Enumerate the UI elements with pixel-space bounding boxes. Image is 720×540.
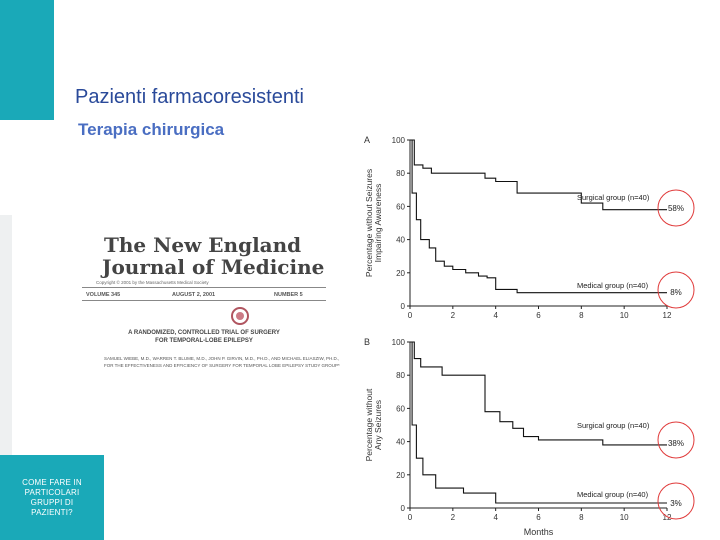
y-axis-label-line-2: Impairing Awareness xyxy=(373,184,383,263)
x-tick-label: 2 xyxy=(451,513,456,522)
y-axis-label-line-1: Percentage without xyxy=(364,388,374,461)
series-line xyxy=(410,341,667,504)
x-tick-label: 4 xyxy=(493,311,498,320)
series-end-label: 38% xyxy=(668,439,684,448)
series-end-label: 58% xyxy=(668,204,684,213)
slide-title: Pazienti farmacoresistenti xyxy=(75,86,304,108)
series-name-label: Medical group (n=40) xyxy=(577,281,649,290)
issue-date: AUGUST 2, 2001 xyxy=(172,292,216,298)
series-line xyxy=(410,139,667,211)
y-tick-label: 0 xyxy=(401,302,406,311)
journal-masthead: The New England Journal of Medicine xyxy=(102,234,342,278)
y-tick-label: 60 xyxy=(396,404,405,413)
highlight-circle-icon xyxy=(657,421,695,459)
series-end-label: 3% xyxy=(670,499,682,508)
issue-number: NUMBER 5 xyxy=(274,292,303,298)
y-tick-label: 60 xyxy=(396,202,405,211)
y-tick-label: 40 xyxy=(396,438,405,447)
x-tick-label: 10 xyxy=(620,311,629,320)
highlight-circle-icon xyxy=(657,189,695,227)
x-axis-label: Months xyxy=(524,527,554,537)
x-tick-label: 2 xyxy=(451,311,456,320)
x-tick-label: 6 xyxy=(536,513,541,522)
x-tick-label: 6 xyxy=(536,311,541,320)
article-headline-1: A RANDOMIZED, CONTROLLED TRIAL OF SURGER… xyxy=(128,330,280,336)
article-authors-1: SAMUEL WIEBE, M.D., WARREN T. BLUME, M.D… xyxy=(104,356,340,361)
x-tick-label: 12 xyxy=(663,311,672,320)
y-axis-label-line-2: Any Seizures xyxy=(373,400,383,450)
panel-label: A xyxy=(364,135,370,145)
highlight-circle-icon xyxy=(657,482,695,520)
x-tick-label: 8 xyxy=(579,311,584,320)
article-header: The New England Journal of Medicine Copy… xyxy=(82,228,340,373)
side-strip xyxy=(0,215,12,455)
masthead-line-1: The New England xyxy=(104,233,302,257)
article-headline-2: FOR TEMPORAL-LOBE EPILEPSY xyxy=(155,338,253,344)
x-tick-label: 0 xyxy=(408,311,413,320)
y-tick-label: 80 xyxy=(396,169,405,178)
y-axis-label-line-1: Percentage without Seizures xyxy=(364,169,374,277)
y-tick-label: 20 xyxy=(396,269,405,278)
accent-bar xyxy=(0,0,54,120)
series-name-label: Medical group (n=40) xyxy=(577,490,649,499)
side-note: COME FARE IN PARTICOLARI GRUPPI DI PAZIE… xyxy=(14,468,90,528)
copyright: Copyright © 2001 by the Massachusetts Me… xyxy=(96,280,209,285)
series-name-label: Surgical group (n=40) xyxy=(577,193,650,202)
series-line xyxy=(410,341,667,446)
y-tick-label: 40 xyxy=(396,236,405,245)
rule-top xyxy=(82,287,326,288)
y-tick-label: 80 xyxy=(396,371,405,380)
series-name-label: Surgical group (n=40) xyxy=(577,421,650,430)
x-tick-label: 12 xyxy=(663,513,672,522)
series-line xyxy=(410,139,667,294)
y-tick-label: 0 xyxy=(401,504,406,513)
society-seal-icon xyxy=(231,307,249,325)
volume: VOLUME 345 xyxy=(86,292,121,298)
slide-subtitle: Terapia chirurgica xyxy=(78,120,225,139)
y-tick-label: 20 xyxy=(396,471,405,480)
x-tick-label: 10 xyxy=(620,513,629,522)
highlight-circle-icon xyxy=(657,271,695,309)
y-tick-label: 100 xyxy=(392,338,406,347)
rule-bottom xyxy=(82,300,326,301)
series-end-label: 8% xyxy=(670,288,682,297)
panel-label: B xyxy=(364,337,370,347)
x-tick-label: 8 xyxy=(579,513,584,522)
masthead-line-2: Journal of Medicine xyxy=(102,255,325,279)
y-tick-label: 100 xyxy=(392,136,406,145)
article-authors-2: FOR THE EFFECTIVENESS AND EFFICIENCY OF … xyxy=(104,363,340,368)
x-tick-label: 4 xyxy=(493,513,498,522)
x-tick-label: 0 xyxy=(408,513,413,522)
